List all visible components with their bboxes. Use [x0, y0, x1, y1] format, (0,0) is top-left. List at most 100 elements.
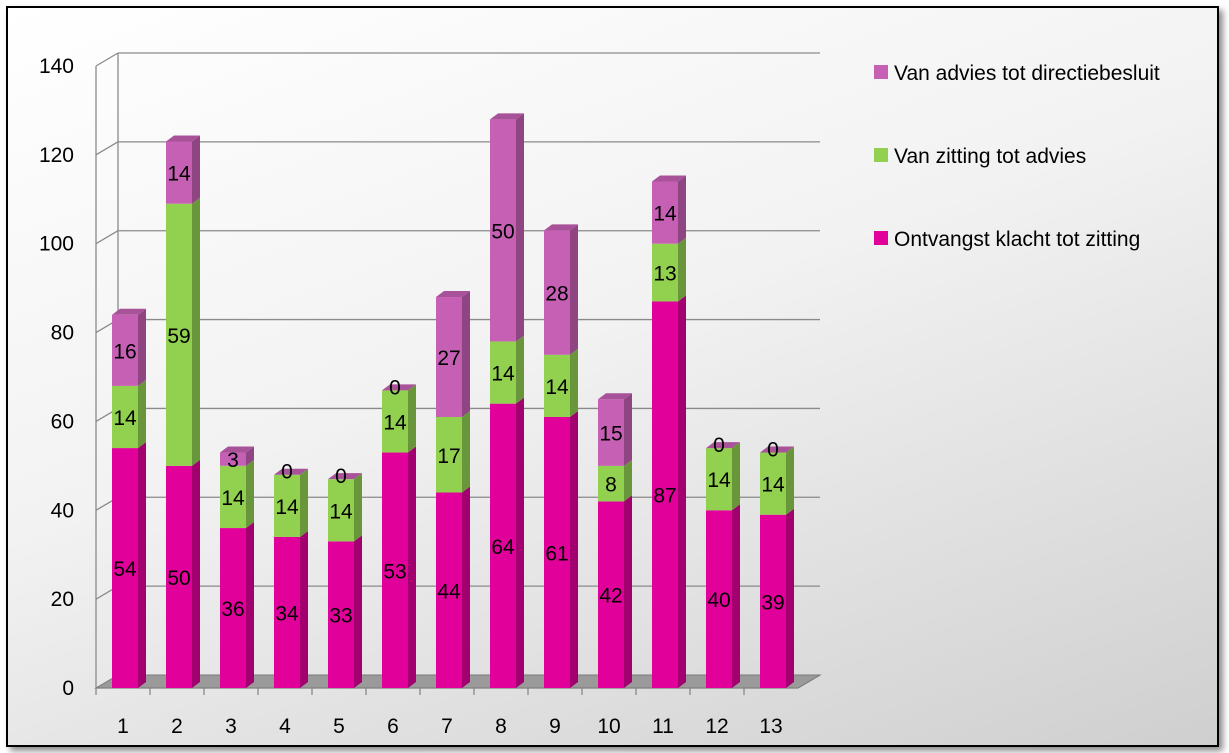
data-label: 14	[221, 487, 245, 510]
bar-segment	[544, 354, 570, 417]
bar-segment-side	[624, 393, 632, 466]
data-label: 33	[329, 605, 352, 628]
legend-swatch	[874, 148, 888, 162]
bar-top-cap	[220, 446, 254, 453]
bar-segment	[382, 390, 408, 453]
y-tick-label: 60	[51, 410, 74, 433]
data-label: 28	[545, 283, 568, 306]
bar-segment	[652, 181, 678, 244]
bar-segment-side	[678, 237, 686, 302]
bar-top-cap	[544, 224, 578, 231]
bar-segment	[112, 314, 138, 386]
bar-top-cap	[490, 113, 524, 120]
data-label: 61	[545, 542, 568, 565]
bar-segment-side	[354, 535, 362, 688]
legend-label: Van advies tot directiebesluit	[894, 62, 1160, 85]
legend-swatch	[874, 231, 888, 245]
x-tick-label: 5	[333, 715, 345, 738]
bar-segment	[166, 465, 192, 688]
data-label: 53	[383, 560, 406, 583]
data-label: 14	[329, 500, 353, 523]
bar-segment	[490, 119, 516, 342]
y-tick-label: 20	[51, 588, 74, 611]
gridline-depth	[95, 230, 119, 245]
bar-segment-side	[246, 522, 254, 688]
data-label: 27	[437, 347, 460, 370]
bar-segment-side	[408, 384, 416, 453]
bar-segment-side	[786, 446, 794, 515]
bar-segment-side	[192, 459, 200, 688]
data-label: 59	[167, 325, 190, 348]
chart-frame: 54 14 16 50 59 14 36 14 3 34 14 0 33 14 0 53 14 0 44 17 27 64…	[6, 6, 1219, 747]
x-tick-label: 8	[495, 715, 507, 738]
bar-segment	[328, 479, 354, 542]
bar-segment	[274, 474, 300, 537]
data-label: 34	[275, 602, 299, 625]
data-label: 14	[761, 474, 785, 497]
data-label: 0	[767, 439, 779, 462]
x-tick-label: 9	[549, 715, 561, 738]
bar-segment	[652, 301, 678, 688]
data-label: 8	[605, 474, 617, 497]
bar-segment	[598, 399, 624, 466]
bar-segment	[220, 465, 246, 529]
bar-segment-side	[138, 442, 146, 688]
x-tick-label: 6	[387, 715, 399, 738]
data-label: 14	[167, 163, 191, 186]
bar-segment	[490, 341, 516, 404]
bar-segment	[166, 141, 192, 204]
y-tick-label: 100	[39, 233, 74, 256]
bar-segment-side	[624, 495, 632, 688]
bar-segment	[166, 203, 192, 466]
bar-top-cap	[706, 442, 740, 449]
bar-segment-side	[192, 135, 200, 204]
data-label: 0	[713, 434, 725, 457]
data-label: 87	[653, 485, 676, 508]
y-tick-label: 120	[39, 144, 74, 167]
bar-top-cap	[274, 468, 308, 475]
bar-segment-side	[192, 197, 200, 466]
bar-segment	[760, 514, 786, 688]
bar-segment	[112, 385, 138, 449]
legend-label: Van zitting tot advies	[894, 145, 1086, 168]
bar-segment-side	[786, 508, 794, 688]
x-tick-label: 1	[117, 715, 129, 738]
bar-segment-side	[246, 446, 254, 466]
data-labels: 54 14 16 50 59 14 36 14 3 34 14 0 33 14 0 53 14 0 44 17 27 64…	[113, 163, 785, 628]
data-label: 14	[653, 203, 677, 226]
bar-segment	[598, 501, 624, 688]
bar-segment-side	[516, 113, 524, 342]
bar-segment-side	[516, 397, 524, 688]
bar-segment-side	[408, 446, 416, 688]
data-label: 14	[113, 407, 137, 430]
legend: Van advies tot directiebesluit Van zittin…	[874, 62, 1160, 251]
bar-segment-side	[462, 410, 470, 493]
legend-swatch	[874, 65, 888, 79]
bar-segment	[112, 448, 138, 688]
bar-segment	[274, 536, 300, 688]
data-label: 44	[437, 580, 461, 603]
bar-segment-side	[246, 459, 254, 529]
data-label: 17	[437, 445, 460, 468]
x-tick-label: 12	[705, 715, 728, 738]
bar-segment-side	[138, 308, 146, 386]
bar-segment	[220, 452, 246, 466]
bar-segment-side	[678, 175, 686, 244]
data-label: 0	[335, 465, 347, 488]
gridline-depth	[95, 52, 119, 67]
bar-top-cap	[436, 291, 470, 298]
data-label: 0	[389, 376, 401, 399]
gridline-depth	[95, 141, 119, 156]
bar-segment	[328, 541, 354, 688]
bar-segment-side	[570, 410, 578, 688]
data-label: 36	[221, 598, 244, 621]
data-label: 15	[599, 423, 622, 446]
bar-segment	[436, 297, 462, 417]
bar-segment	[436, 416, 462, 493]
bar-segment	[490, 403, 516, 688]
data-label: 50	[167, 567, 190, 590]
bar-segment-side	[462, 291, 470, 417]
data-label: 13	[653, 263, 676, 286]
y-tick-label: 140	[39, 55, 74, 78]
